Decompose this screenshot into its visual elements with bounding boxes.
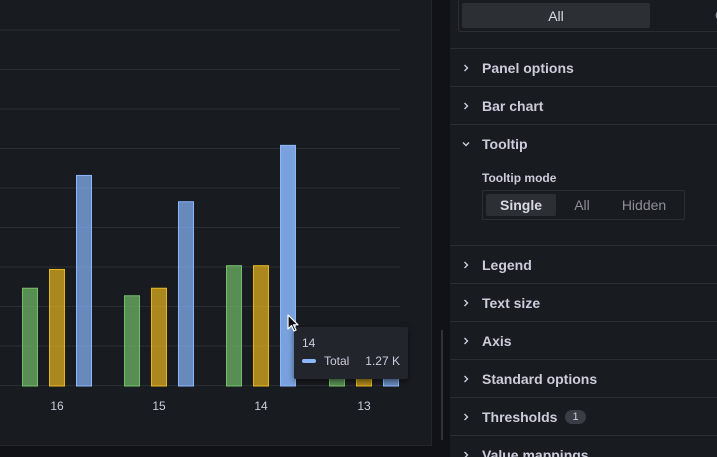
x-tick-label: 13	[357, 399, 371, 413]
series-swatch	[302, 359, 316, 363]
section-bar-chart[interactable]: Bar chart	[450, 86, 717, 124]
tooltip-mode-all[interactable]: All	[574, 197, 590, 213]
tooltip-value: 1.27 K	[365, 354, 400, 368]
section-value-mappings[interactable]: Value mappings	[450, 435, 717, 457]
section-label: Thresholds	[482, 408, 558, 425]
tooltip-mode-hidden[interactable]: Hidden	[621, 197, 667, 213]
chevron-down-icon	[450, 139, 482, 149]
tooltip-section-body: Tooltip mode Single All Hidden	[450, 160, 717, 245]
chevron-right-icon	[450, 101, 482, 111]
panel-scrollbar[interactable]	[441, 330, 443, 440]
bar-14-series-0[interactable]	[226, 265, 242, 387]
bar-16-series-2[interactable]	[76, 174, 92, 387]
tooltip-mode-label: Tooltip mode	[482, 171, 557, 185]
count-badge: 1	[565, 409, 586, 424]
bar-15-series-2[interactable]	[178, 201, 194, 387]
mouse-pointer-icon	[287, 314, 299, 332]
section-thresholds[interactable]: Thresholds 1	[450, 397, 717, 435]
options-pane: All O Panel options Bar chart Tooltip Legen…	[450, 0, 717, 457]
x-tick-label: 16	[50, 399, 64, 413]
bar-16-series-1[interactable]	[49, 268, 65, 387]
tooltip-mode-radio-group: Single All Hidden	[482, 190, 685, 220]
tooltip-series-name: Total	[324, 354, 350, 368]
bar-16-series-0[interactable]	[22, 287, 38, 387]
options-filter-segment: All O	[458, 0, 717, 32]
x-tick-label: 15	[152, 399, 166, 413]
chevron-right-icon	[450, 336, 482, 346]
chevron-right-icon	[450, 260, 482, 270]
chevron-right-icon	[450, 298, 482, 308]
section-text-size[interactable]: Text size	[450, 283, 717, 321]
x-tick-label: 14	[254, 399, 268, 413]
section-standard-options[interactable]: Standard options	[450, 359, 717, 397]
tooltip-mode-single[interactable]: Single	[486, 194, 556, 216]
chevron-right-icon	[450, 450, 482, 457]
section-label: Text size	[482, 294, 541, 311]
bar-15-series-0[interactable]	[124, 295, 140, 387]
chevron-right-icon	[450, 374, 482, 384]
chevron-right-icon	[450, 63, 482, 73]
options-filter-all[interactable]: All	[462, 3, 650, 28]
section-label: Tooltip	[482, 135, 528, 152]
bar-chart-panel: 16 15 14 13	[0, 0, 432, 446]
section-label: Value mappings	[482, 446, 589, 457]
bar-14-series-1[interactable]	[253, 265, 269, 387]
tooltip-row: Total 1.27 K	[302, 354, 400, 368]
section-tooltip[interactable]: Tooltip	[450, 124, 717, 162]
section-label: Legend	[482, 256, 532, 273]
chart-tooltip: 14 Total 1.27 K	[294, 327, 408, 379]
options-filter-other[interactable]: O	[715, 3, 717, 28]
section-label: Axis	[482, 332, 512, 349]
section-panel-options[interactable]: Panel options	[450, 48, 717, 86]
tooltip-title: 14	[302, 336, 316, 350]
bar-chart: 16 15 14 13	[0, 29, 400, 413]
section-axis[interactable]: Axis	[450, 321, 717, 359]
bar-15-series-1[interactable]	[151, 287, 167, 387]
section-legend[interactable]: Legend	[450, 245, 717, 283]
section-label: Panel options	[482, 59, 574, 76]
section-label: Bar chart	[482, 97, 544, 114]
section-label: Standard options	[482, 370, 598, 387]
chevron-right-icon	[450, 412, 482, 422]
